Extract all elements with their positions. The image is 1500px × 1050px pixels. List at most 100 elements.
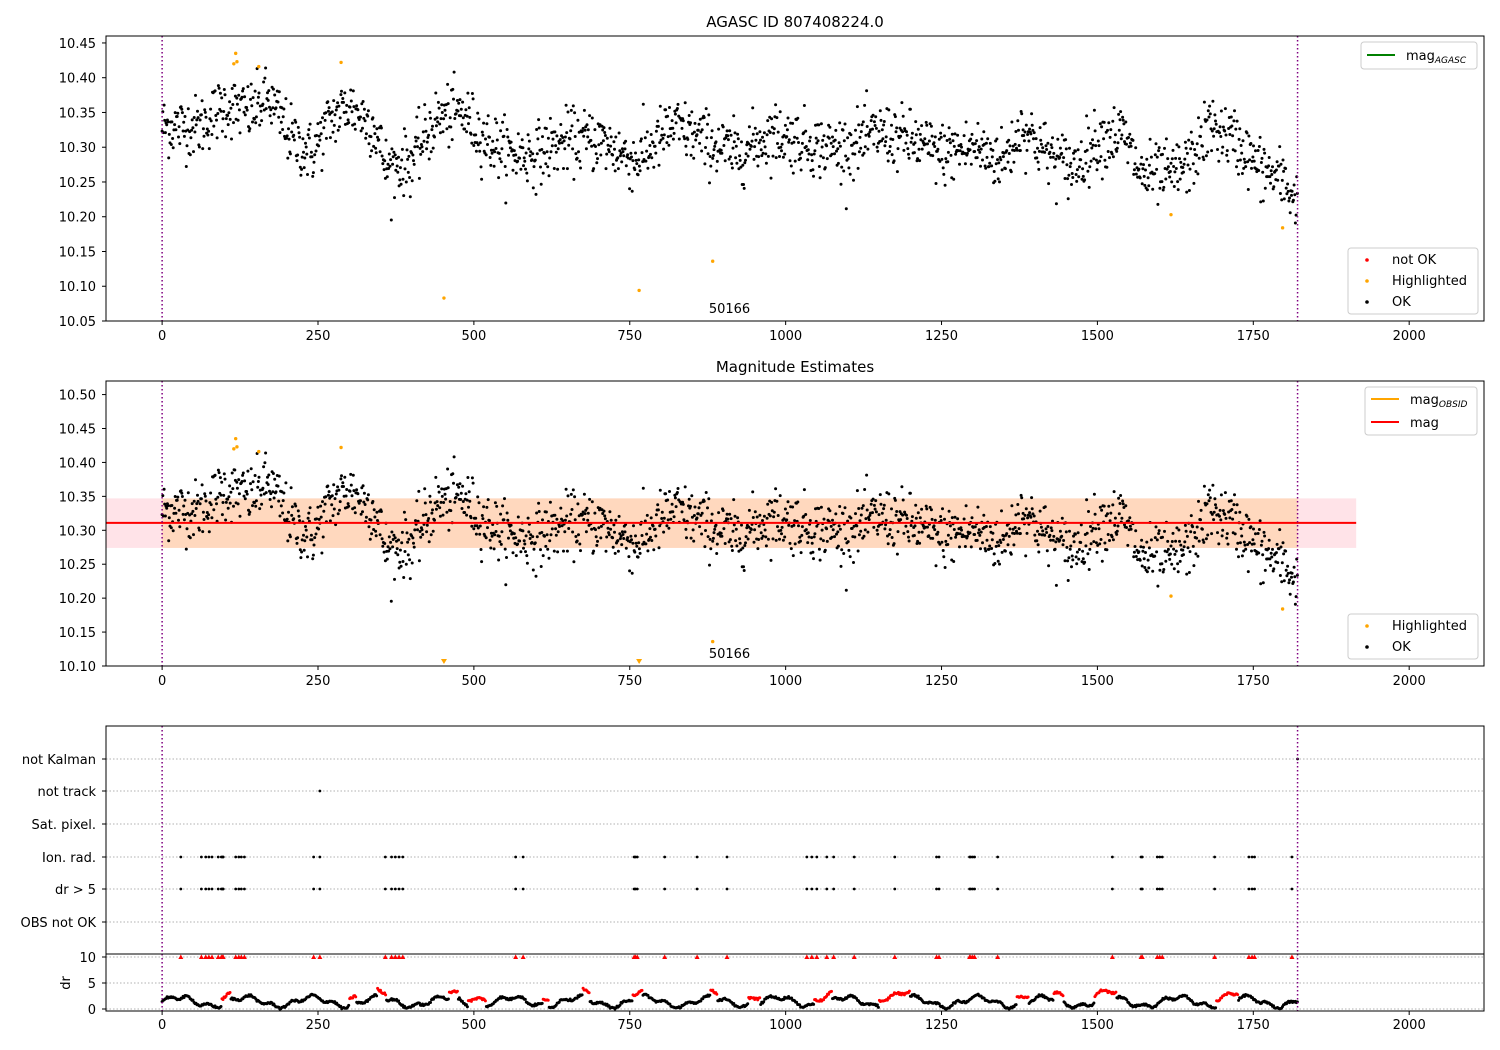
ok-point bbox=[553, 513, 557, 517]
ok-point bbox=[1025, 148, 1029, 152]
dr-point bbox=[224, 994, 228, 998]
flag-point bbox=[216, 855, 220, 859]
highlighted-point bbox=[233, 436, 238, 441]
ok-point bbox=[1287, 199, 1291, 203]
capped-dr-marker bbox=[824, 954, 830, 959]
ok-point bbox=[1024, 171, 1028, 175]
ok-point bbox=[1232, 503, 1236, 507]
ok-point bbox=[1081, 174, 1085, 178]
ok-point bbox=[819, 154, 823, 158]
ok-point bbox=[212, 508, 216, 512]
ok-point bbox=[1105, 548, 1109, 552]
ok-point bbox=[1073, 149, 1077, 153]
ok-point bbox=[662, 147, 666, 151]
ok-point bbox=[618, 154, 622, 158]
ok-point bbox=[815, 141, 819, 145]
ok-point bbox=[570, 124, 574, 128]
ok-point bbox=[1117, 128, 1121, 132]
highlighted-point bbox=[637, 288, 641, 293]
ok-point bbox=[979, 547, 982, 551]
ok-point bbox=[203, 110, 207, 114]
panel1-obsid-boundaries bbox=[161, 36, 1299, 321]
ok-point bbox=[590, 144, 594, 148]
ok-point bbox=[223, 477, 227, 481]
ok-point bbox=[620, 147, 624, 151]
ok-point bbox=[387, 549, 391, 553]
ok-point bbox=[1170, 180, 1174, 184]
ok-point bbox=[489, 546, 493, 550]
ok-point bbox=[192, 116, 196, 119]
ok-point bbox=[742, 565, 745, 569]
ok-point bbox=[1077, 548, 1081, 551]
ok-point bbox=[1210, 149, 1214, 153]
ok-point bbox=[1155, 538, 1159, 542]
ok-point bbox=[946, 533, 950, 537]
ok-point bbox=[861, 120, 865, 124]
ok-point bbox=[793, 135, 797, 139]
ok-point bbox=[768, 131, 772, 134]
ok-point bbox=[614, 518, 618, 522]
ok-point bbox=[818, 176, 822, 180]
ok-point bbox=[949, 536, 953, 540]
ok-point bbox=[241, 471, 245, 475]
ok-point bbox=[452, 70, 456, 74]
ok-point bbox=[404, 562, 408, 566]
ok-point bbox=[200, 99, 204, 103]
ok-point bbox=[461, 500, 465, 503]
flag-point bbox=[825, 855, 829, 859]
ok-point bbox=[941, 549, 945, 552]
ok-point bbox=[1213, 113, 1217, 117]
ok-point bbox=[865, 508, 869, 512]
ok-point bbox=[836, 544, 840, 548]
highlighted-point bbox=[339, 445, 343, 450]
ok-point bbox=[179, 105, 183, 109]
ok-point bbox=[324, 111, 328, 115]
ok-point bbox=[681, 119, 685, 123]
ok-point bbox=[593, 128, 597, 132]
ok-point bbox=[539, 548, 542, 552]
ok-point bbox=[192, 533, 195, 537]
ok-point bbox=[622, 154, 626, 158]
ok-point bbox=[1128, 516, 1132, 520]
ok-point bbox=[1013, 142, 1017, 146]
ok-point bbox=[993, 562, 997, 565]
ok-point bbox=[1246, 570, 1250, 574]
ok-point bbox=[397, 155, 400, 159]
ok-point bbox=[848, 555, 852, 559]
ok-point bbox=[624, 139, 628, 143]
ok-point bbox=[740, 140, 743, 144]
ok-point bbox=[714, 523, 718, 527]
ok-point bbox=[1162, 185, 1166, 189]
x-tick-label: 0 bbox=[158, 1018, 166, 1033]
ok-point bbox=[446, 486, 450, 490]
ok-point bbox=[1106, 128, 1109, 132]
ok-point bbox=[1109, 511, 1113, 515]
ok-point bbox=[201, 127, 205, 131]
ok-point bbox=[304, 141, 307, 145]
ok-point bbox=[308, 122, 312, 126]
capped-dr-marker bbox=[1252, 954, 1258, 959]
ok-point bbox=[1140, 182, 1144, 186]
y-tick-label: 10.40 bbox=[59, 72, 96, 87]
ok-point bbox=[692, 539, 696, 543]
ok-point bbox=[371, 116, 375, 120]
ok-point bbox=[1223, 129, 1227, 133]
ok-point bbox=[730, 166, 734, 170]
ok-point bbox=[468, 499, 472, 503]
ok-point bbox=[216, 495, 220, 499]
ok-point bbox=[1272, 567, 1276, 571]
ok-point bbox=[1074, 173, 1078, 176]
ok-point bbox=[723, 542, 727, 545]
ok-point bbox=[582, 492, 586, 496]
ok-point bbox=[1157, 149, 1161, 153]
ok-point bbox=[685, 153, 688, 157]
ok-point bbox=[1286, 182, 1290, 186]
ok-point bbox=[637, 164, 641, 168]
ok-point bbox=[1242, 540, 1246, 544]
ok-point bbox=[747, 125, 751, 129]
ok-point bbox=[968, 148, 972, 152]
ok-point bbox=[1174, 167, 1178, 170]
ok-point bbox=[1189, 147, 1193, 151]
ok-point bbox=[431, 529, 435, 533]
ok-point bbox=[618, 532, 622, 536]
